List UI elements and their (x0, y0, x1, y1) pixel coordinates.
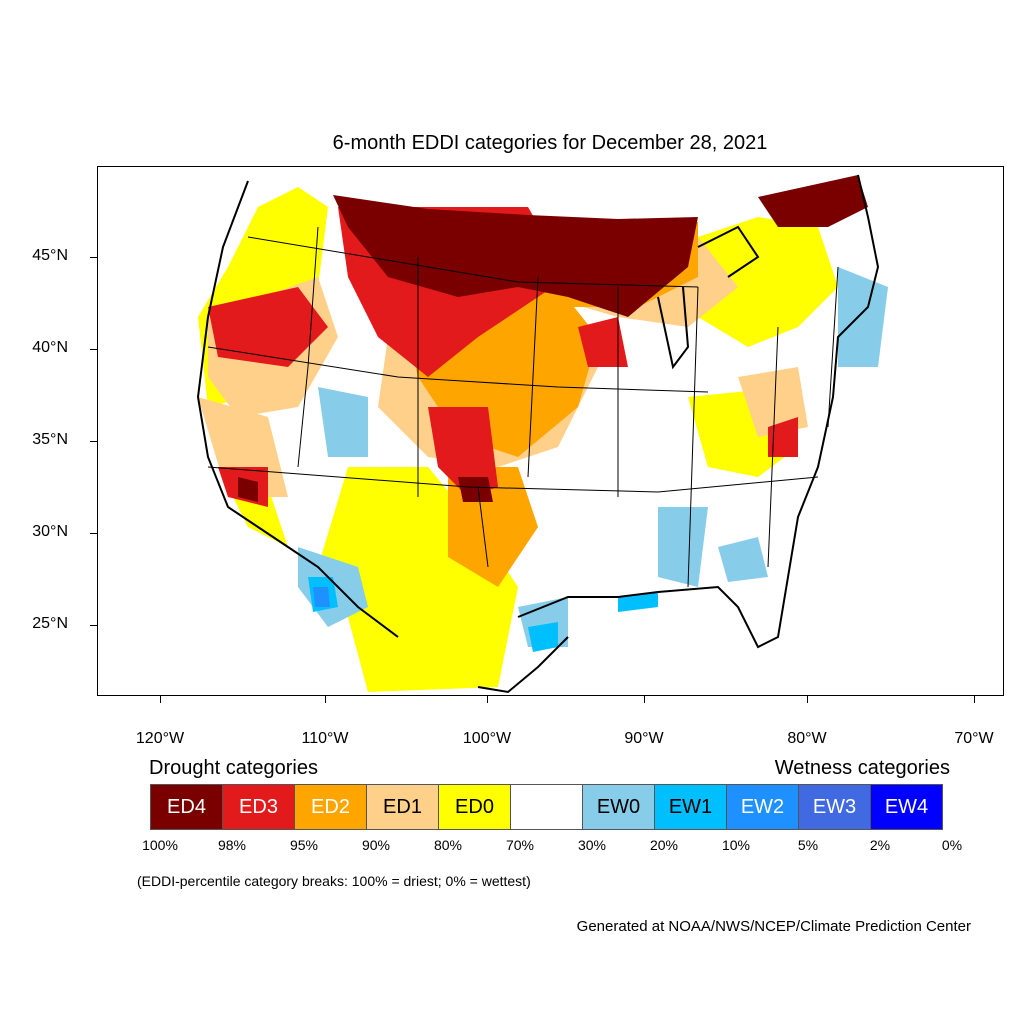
lon-label-90: 90°W (624, 730, 664, 747)
lon-tick-70 (974, 696, 975, 703)
map-title: 6-month EDDI categories for December 28,… (332, 132, 768, 154)
lat-label-35: 35°N (32, 431, 68, 448)
legend-swatch-ew4: EW4 (870, 784, 943, 830)
legend-swatch-label: ED1 (383, 795, 422, 818)
lon-tick-120 (160, 696, 161, 703)
credit-line: Generated at NOAA/NWS/NCEP/Climate Predi… (576, 918, 971, 935)
legend-swatch-ew1: EW1 (654, 784, 727, 830)
legend-swatch-ed4: ED4 (150, 784, 223, 830)
legend-swatch-ew2: EW2 (726, 784, 799, 830)
legend-pct-label: 80% (433, 837, 463, 853)
legend-pct-label: 10% (721, 837, 751, 853)
category-break-note: (EDDI-percentile category breaks: 100% =… (137, 873, 531, 889)
conus-map-graphic (196, 174, 888, 695)
lat-label-25: 25°N (32, 615, 68, 632)
legend-swatch-ed2: ED2 (294, 784, 367, 830)
ew2-regions (313, 587, 330, 607)
legend-swatch-ed1: ED1 (366, 784, 439, 830)
legend-swatch-label: ED3 (239, 795, 278, 818)
eddi-map (97, 166, 1004, 696)
lat-tick-35 (90, 441, 97, 442)
lon-label-70: 70°W (954, 730, 994, 747)
legend-swatch-label: EW0 (596, 795, 641, 818)
lon-label-100: 100°W (462, 730, 512, 747)
legend-pct-label: 2% (869, 837, 891, 853)
state-boundaries (207, 226, 839, 588)
legend-swatch-ew3: EW3 (798, 784, 871, 830)
legend-pct-label: 70% (505, 837, 535, 853)
legend-swatch-label: ED2 (311, 795, 350, 818)
legend-pct-label: 30% (577, 837, 607, 853)
legend-pct-label: 95% (289, 837, 319, 853)
ed4-regions (238, 175, 868, 502)
lon-label-110: 110°W (301, 730, 349, 747)
legend-pct-label: 5% (797, 837, 819, 853)
lon-tick-80 (807, 696, 808, 703)
legend-pct-label: 90% (361, 837, 391, 853)
legend-swatch-label: EW3 (812, 795, 857, 818)
legend-swatch-ed3: ED3 (222, 784, 295, 830)
lat-tick-30 (90, 533, 97, 534)
legend-pct-label: 100% (142, 837, 178, 853)
legend-pct-label: 20% (649, 837, 679, 853)
lon-tick-100 (487, 696, 488, 703)
lat-label-30: 30°N (32, 523, 68, 540)
legend-swatch-neutral (510, 784, 583, 830)
drought-heading: Drought categories (149, 757, 318, 779)
lon-tick-90 (644, 696, 645, 703)
lon-tick-110 (325, 696, 326, 703)
coastline (196, 174, 880, 694)
legend-swatch-label: EW2 (740, 795, 785, 818)
lat-label-45: 45°N (32, 247, 68, 264)
legend-pct-label: 98% (217, 837, 247, 853)
lat-tick-45 (90, 257, 97, 258)
legend-swatch-label: EW1 (668, 795, 713, 818)
lon-label-120: 120°W (135, 730, 185, 747)
legend-swatch-label: EW4 (884, 795, 929, 818)
lon-label-80: 80°W (787, 730, 827, 747)
legend-swatch-label: ED4 (167, 795, 206, 818)
legend-swatch-ew0: EW0 (582, 784, 655, 830)
lat-tick-25 (90, 625, 97, 626)
legend-pct-label: 0% (941, 837, 963, 853)
lat-label-40: 40°N (32, 339, 68, 356)
lat-tick-40 (90, 349, 97, 350)
legend-colorbar: ED4 ED3 ED2 ED1 ED0 EW0 EW1 EW2 EW3 EW4 (150, 784, 943, 830)
legend-swatch-ed0: ED0 (438, 784, 511, 830)
legend-swatch-label: ED0 (455, 795, 494, 818)
wetness-heading: Wetness categories (774, 757, 950, 779)
